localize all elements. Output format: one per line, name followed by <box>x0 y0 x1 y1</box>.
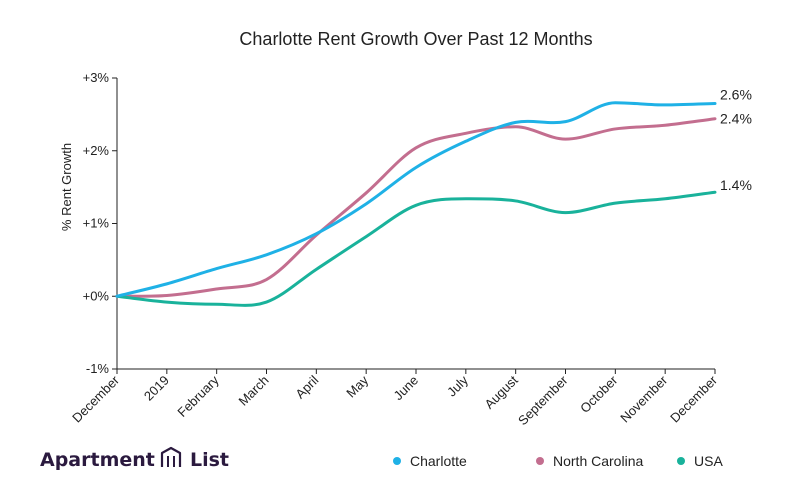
brand-name-left: Apartment <box>40 449 155 471</box>
x-tick-label: August <box>482 372 521 411</box>
end-labels: 2.6% 2.4% 1.4% <box>720 86 752 193</box>
axes: -1% +0% +1% +2% +3% December 2019 February March… <box>69 70 720 428</box>
legend-swatch-charlotte <box>393 457 401 465</box>
x-tick-label: 2019 <box>141 373 172 404</box>
x-tick-label: November <box>617 372 670 425</box>
x-tick-label: December <box>667 372 720 425</box>
y-tick-label: -1% <box>86 361 110 376</box>
x-tick-label: July <box>444 372 471 399</box>
chart-title: Charlotte Rent Growth Over Past 12 Month… <box>239 29 592 49</box>
legend-swatch-usa <box>677 457 685 465</box>
legend: Charlotte North Carolina USA <box>393 453 723 469</box>
x-tick-label: March <box>235 373 271 409</box>
x-tick-label: May <box>343 372 371 400</box>
legend-label-north-carolina: North Carolina <box>553 453 643 469</box>
legend-label-charlotte: Charlotte <box>410 453 467 469</box>
y-tick-label: +1% <box>83 216 110 231</box>
x-tick-label: December <box>69 372 122 425</box>
series-line-usa <box>115 190 717 307</box>
end-label-north-carolina: 2.4% <box>720 111 752 127</box>
y-axis-title: % Rent Growth <box>59 143 74 231</box>
x-tick-label: June <box>391 373 422 404</box>
series-line-charlotte <box>115 101 717 298</box>
series-layer <box>115 101 717 307</box>
brand-name-right: List <box>190 449 229 471</box>
legend-swatch-north-carolina <box>536 457 544 465</box>
series-line-north-carolina <box>115 117 717 298</box>
y-tick-label: +3% <box>83 70 110 85</box>
x-tick-label: September <box>515 372 571 428</box>
building-icon <box>160 446 182 467</box>
legend-label-usa: USA <box>694 453 723 469</box>
x-tick-label: April <box>292 372 321 401</box>
y-tick-label: +2% <box>83 143 110 158</box>
end-label-usa: 1.4% <box>720 177 752 193</box>
x-tick-label: February <box>174 372 222 420</box>
x-tick-label: October <box>577 372 621 416</box>
y-tick-label: +0% <box>83 288 110 303</box>
end-label-charlotte: 2.6% <box>720 86 752 102</box>
apartment-list-logo: Apartment List <box>40 446 229 471</box>
